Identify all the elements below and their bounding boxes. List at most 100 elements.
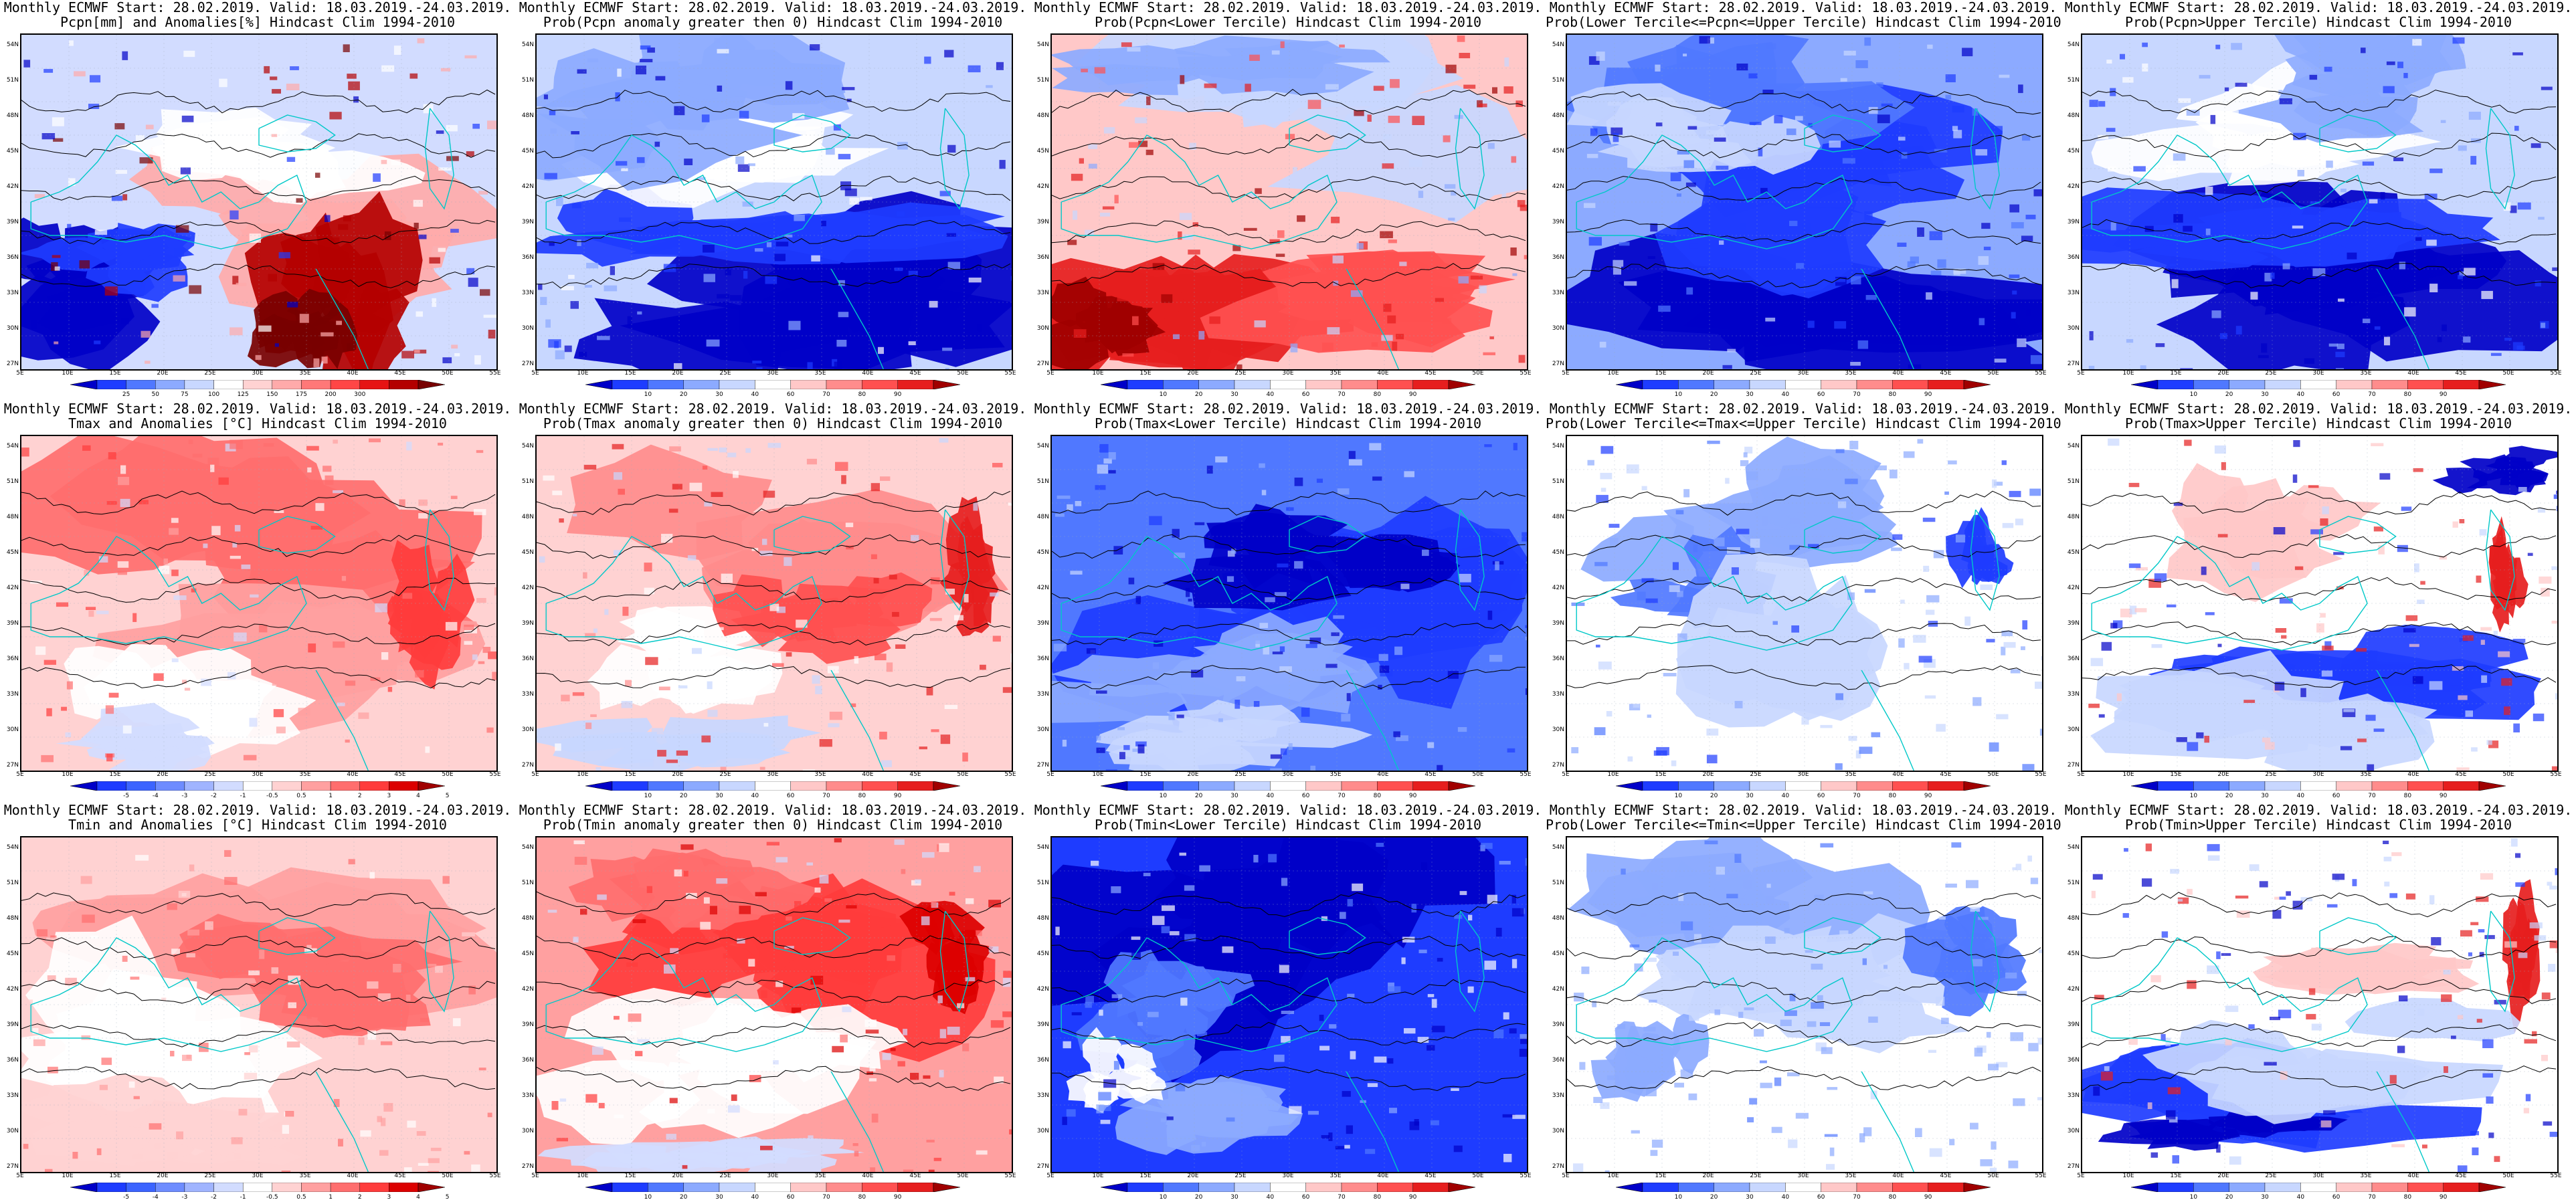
longitude-tick-label: 40E <box>1892 771 1904 778</box>
latitude-tick-label: 54N <box>1036 844 1049 851</box>
latitude-tick-label: 39N <box>521 620 534 627</box>
colorbar-tick-label: 70 <box>2368 793 2376 799</box>
latitude-tick-label: 54N <box>521 443 534 449</box>
colorbar-tick-label: 60 <box>2332 793 2340 799</box>
longitude-tick-label: 45E <box>909 1173 921 1179</box>
latitude-tick-label: 39N <box>1552 219 1564 225</box>
longitude-tick-label: 50E <box>1472 370 1484 377</box>
latitude-tick-label: 33N <box>6 1092 19 1099</box>
anomaly-field <box>21 837 496 1172</box>
longitude-tick-label: 55E <box>2035 370 2047 377</box>
anomaly-field <box>537 35 1012 369</box>
longitude-tick-label: 35E <box>1329 370 1342 377</box>
anomaly-field <box>2082 436 2557 771</box>
map-panel: Monthly ECMWF Start: 28.02.2019. Valid: … <box>0 803 515 1204</box>
latitude-tick-label: 42N <box>1552 183 1564 190</box>
colorbar-tick-label: 90 <box>2439 1194 2448 1201</box>
latitude-tick-label: 30N <box>1552 1128 1564 1134</box>
longitude-tick-label: 5E <box>1046 1173 1054 1179</box>
latitude-tick-label: 36N <box>2067 656 2080 662</box>
latitude-tick-label: 36N <box>521 656 534 662</box>
longitude-tick-label: 40E <box>1377 1173 1389 1179</box>
colorbar-tick-label: 80 <box>2403 391 2412 398</box>
latitude-tick-label: 36N <box>1036 1057 1049 1064</box>
map-frame <box>1566 435 2043 772</box>
map-panel: Monthly ECMWF Start: 28.02.2019. Valid: … <box>2061 0 2576 401</box>
colorbar-tick-label: 30 <box>1746 391 1754 398</box>
latitude-tick-label: 51N <box>521 77 534 84</box>
latitude-tick-label: 33N <box>1552 691 1564 698</box>
longitude-tick-label: 15E <box>109 1173 121 1179</box>
latitude-tick-label: 42N <box>2067 986 2080 993</box>
map-frame <box>20 836 498 1173</box>
latitude-tick-label: 45N <box>521 549 534 556</box>
latitude-tick-label: 33N <box>1036 290 1049 296</box>
latitude-tick-label: 51N <box>521 880 534 886</box>
colorbar-tick-label: 70 <box>1853 391 1861 398</box>
colorbar-tick-label: 1 <box>329 1194 333 1201</box>
colorbar-tick-label: 3 <box>387 1194 391 1201</box>
longitude-tick-label: 30E <box>1797 771 1809 778</box>
latitude-tick-label: 48N <box>6 915 19 922</box>
latitude-tick-label: 39N <box>1552 620 1564 627</box>
longitude-tick-label: 20E <box>2217 1173 2229 1179</box>
anomaly-field <box>21 436 496 771</box>
latitude-tick-label: 42N <box>521 183 534 190</box>
longitude-tick-label: 50E <box>2502 1173 2514 1179</box>
colorbar-tick-label: 80 <box>1373 391 1382 398</box>
colorbar-tick-label: 10 <box>644 1194 652 1201</box>
latitude-tick-label: 39N <box>6 219 19 225</box>
latitude-tick-label: 51N <box>2067 77 2080 84</box>
longitude-tick-label: 35E <box>1845 771 1857 778</box>
panel-title-line1: Monthly ECMWF Start: 28.02.2019. Valid: … <box>519 0 1027 15</box>
colorbar-tick-label: 0.5 <box>296 1194 306 1201</box>
latitude-tick-label: 36N <box>521 254 534 261</box>
latitude-tick-label: 51N <box>2067 880 2080 886</box>
colorbar-tick-label: 10 <box>1674 793 1683 799</box>
colorbar-tick-label: 30 <box>1746 793 1754 799</box>
colorbar-tick-label: 10 <box>644 793 652 799</box>
colorbar-tick-label: -3 <box>181 1194 188 1201</box>
latitude-tick-label: 27N <box>1036 361 1049 367</box>
colorbar-tick-label: 30 <box>2261 793 2269 799</box>
colorbar-tick-label: 60 <box>2332 391 2340 398</box>
longitude-tick-label: 30E <box>1282 1173 1294 1179</box>
colorbar-tick-label: 90 <box>893 793 902 799</box>
latitude-tick-label: 33N <box>6 691 19 698</box>
colorbar-tick-label: 10 <box>1674 391 1683 398</box>
latitude-tick-label: 27N <box>1036 762 1049 769</box>
longitude-tick-label: 25E <box>719 370 731 377</box>
colorbar-tick-label: 30 <box>1746 1194 1754 1201</box>
longitude-tick-label: 30E <box>252 771 264 778</box>
latitude-tick-label: 42N <box>6 183 19 190</box>
longitude-tick-label: 35E <box>1845 370 1857 377</box>
anomaly-field <box>21 35 496 369</box>
map-frame <box>535 836 1013 1173</box>
panel-title-line1: Monthly ECMWF Start: 28.02.2019. Valid: … <box>2064 401 2573 417</box>
latitude-tick-label: 51N <box>6 77 19 84</box>
latitude-tick-label: 27N <box>521 1163 534 1170</box>
colorbar <box>2131 1183 2506 1192</box>
colorbar-tick-label: 90 <box>893 391 902 398</box>
longitude-tick-label: 45E <box>1424 1173 1437 1179</box>
longitude-tick-label: 35E <box>1329 1173 1342 1179</box>
longitude-tick-label: 25E <box>204 771 216 778</box>
latitude-tick-label: 30N <box>2067 325 2080 332</box>
latitude-tick-label: 39N <box>2067 219 2080 225</box>
latitude-tick-label: 33N <box>1036 1092 1049 1099</box>
longitude-tick-label: 50E <box>1987 370 1999 377</box>
longitude-tick-label: 45E <box>1940 1173 1952 1179</box>
longitude-tick-label: 25E <box>1234 771 1247 778</box>
longitude-tick-label: 55E <box>1004 1173 1016 1179</box>
colorbar-tick-label: 30 <box>2261 391 2269 398</box>
panel-title-line1: Monthly ECMWF Start: 28.02.2019. Valid: … <box>1549 0 2057 15</box>
colorbar-tick-label: 40 <box>1266 1194 1275 1201</box>
colorbar-tick-label: -5 <box>123 1194 130 1201</box>
latitude-tick-label: 54N <box>2067 844 2080 851</box>
panel-title-line2: Prob(Tmin>Upper Tercile) Hindcast Clim 1… <box>2125 817 2512 833</box>
longitude-tick-label: 5E <box>1046 370 1054 377</box>
colorbar-tick-label: -1 <box>240 1194 246 1201</box>
longitude-tick-label: 10E <box>2122 370 2134 377</box>
latitude-tick-label: 33N <box>2067 691 2080 698</box>
longitude-tick-label: 20E <box>157 771 169 778</box>
